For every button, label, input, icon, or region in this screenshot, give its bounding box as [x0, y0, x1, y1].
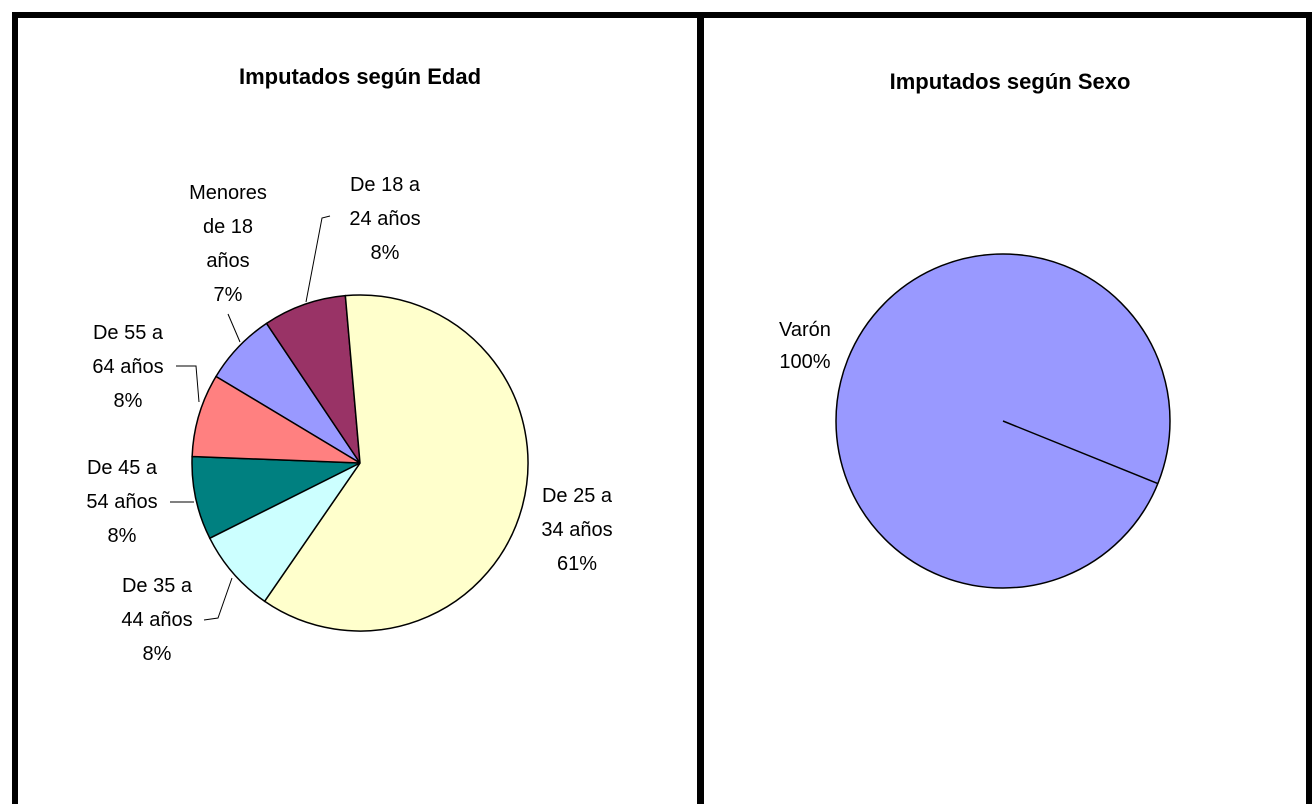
percent-label: 100%: [779, 351, 831, 373]
category-label: Menores de 18 años: [189, 182, 267, 272]
leader-lines: [170, 215, 331, 621]
pie-slice: [263, 294, 529, 632]
percent-label: 8%: [107, 525, 137, 547]
category-label: De 35 a 44 años: [121, 575, 193, 631]
frame-right: [1306, 12, 1312, 804]
percent-label: 8%: [113, 390, 143, 412]
category-label: De 45 a 54 años: [86, 457, 158, 513]
category-label: De 55 a 64 años: [92, 322, 164, 378]
data-label: Varón 100%: [762, 314, 848, 378]
pie-slice: [191, 375, 361, 464]
frame-divider: [697, 12, 704, 804]
category-label: De 25 a 34 años: [541, 485, 613, 541]
leader-line: [305, 215, 331, 303]
data-label: Menores de 18 años 7%: [185, 176, 271, 312]
slice-edge: [1002, 420, 1159, 485]
frame-top: [12, 12, 1312, 18]
category-label: De 18 a 24 años: [349, 174, 421, 230]
data-label: De 25 a 34 años 61%: [534, 479, 620, 581]
data-label: De 35 a 44 años 8%: [114, 569, 200, 671]
data-label: De 55 a 64 años 8%: [85, 316, 171, 418]
data-label: De 45 a 54 años 8%: [79, 451, 165, 553]
percent-label: 61%: [556, 553, 598, 575]
category-label: Varón: [779, 319, 831, 341]
chart-title: Imputados según Sexo: [889, 69, 1131, 94]
data-label: De 18 a 24 años 8%: [342, 168, 428, 270]
chart-title: Imputados según Edad: [238, 64, 482, 89]
leader-line: [203, 577, 233, 621]
frame-left: [12, 12, 18, 804]
percent-label: 8%: [370, 242, 400, 264]
percent-label: 8%: [142, 643, 172, 665]
leader-line: [176, 365, 200, 403]
leader-line: [227, 313, 241, 343]
percent-label: 7%: [213, 284, 243, 306]
